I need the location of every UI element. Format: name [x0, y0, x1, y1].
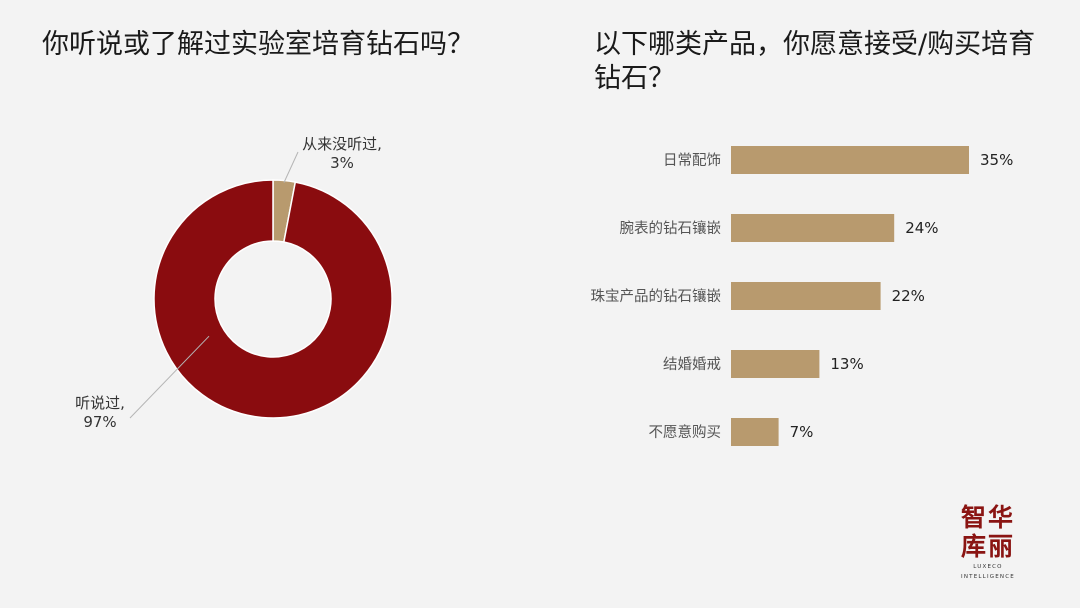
logo-subtitle-top: LUXECO [973, 564, 1003, 570]
donut-leader-line-1 [129, 335, 210, 419]
bar-3 [731, 350, 820, 378]
bar-category-label-2: 珠宝产品的钻石镶嵌 [591, 287, 722, 305]
bar-0 [731, 146, 969, 174]
bar-category-label-3: 结婚婚戒 [663, 356, 721, 373]
left-chart-title: 你听说或了解过实验室培育钻石吗？ [42, 29, 474, 60]
donut-slice-value-0: 3% [330, 154, 354, 172]
donut-slice-label-0: 从来没听过, [302, 135, 382, 153]
bar-2 [731, 282, 881, 310]
bar-1 [731, 214, 895, 242]
donut-slice-1 [153, 179, 393, 419]
donut-chart: 从来没听过,3% 听说过,97% [75, 135, 393, 431]
donut-leader-line-0 [283, 151, 299, 183]
bar-4 [731, 418, 779, 446]
bar-category-label-1: 腕表的钻石镶嵌 [620, 219, 722, 237]
bar-category-label-4: 不愿意购买 [649, 423, 722, 441]
right-chart-title: 以下哪类产品，你愿意接受/购买培育钻石？ [594, 29, 1036, 94]
logo-glyphs-top: 智华 [960, 503, 1015, 532]
bar-value-label-2: 22% [892, 287, 925, 305]
brand-logo: 智华 库丽 LUXECO INTELLIGENCE [950, 503, 1026, 587]
bar-chart: 日常配饰 35% 腕表的钻石镶嵌 24% 珠宝产品的钻石镶嵌 22% 结婚婚戒 13% 不愿意购… [591, 146, 1013, 446]
bar-value-label-1: 24% [905, 219, 938, 237]
bar-value-label-0: 35% [980, 151, 1013, 169]
logo-subtitle-bottom: INTELLIGENCE [961, 574, 1015, 580]
bar-category-label-0: 日常配饰 [663, 152, 721, 169]
logo-glyphs-bottom: 库丽 [960, 532, 1015, 561]
bar-value-label-3: 13% [830, 355, 863, 373]
donut-slice-label-1: 听说过, [75, 394, 125, 412]
donut-slice-value-1: 97% [83, 413, 116, 431]
bar-value-label-4: 7% [790, 423, 814, 441]
